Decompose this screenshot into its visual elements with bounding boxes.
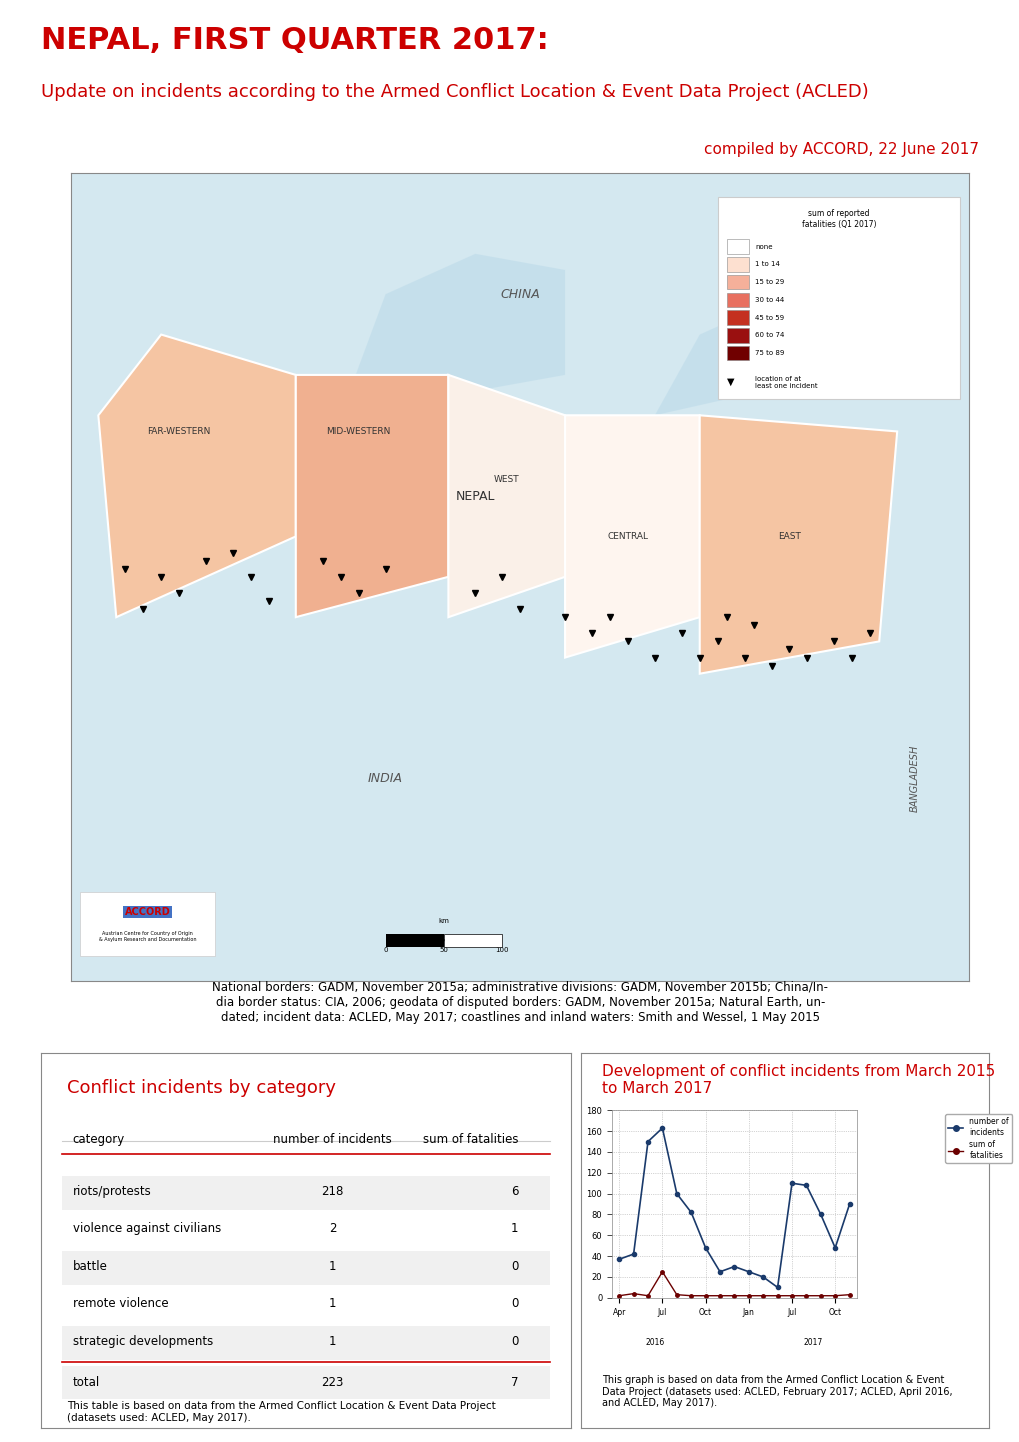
Bar [726, 329, 748, 343]
Text: km: km [438, 919, 449, 924]
Text: total: total [72, 1376, 100, 1389]
Bar [62, 1214, 549, 1247]
Text: 6: 6 [511, 1185, 518, 1198]
Legend: number of
incidents, sum of
fatalities: number of incidents, sum of fatalities [944, 1115, 1011, 1162]
Polygon shape [565, 415, 699, 658]
Text: MID-WESTERN: MID-WESTERN [326, 427, 390, 435]
Bar [81, 891, 215, 956]
Text: location of at
least one incident: location of at least one incident [755, 376, 817, 389]
Text: 2017: 2017 [803, 1338, 822, 1347]
Bar [726, 293, 748, 307]
Bar [726, 310, 748, 324]
Bar [62, 1177, 549, 1210]
Polygon shape [448, 375, 565, 617]
Text: 50: 50 [439, 947, 448, 953]
Text: sum of reported
fatalities (Q1 2017): sum of reported fatalities (Q1 2017) [801, 209, 875, 229]
Bar [62, 1252, 549, 1285]
Text: 2: 2 [328, 1223, 336, 1236]
Bar [62, 1366, 549, 1399]
Bar [443, 934, 501, 946]
Text: 223: 223 [321, 1376, 343, 1389]
Polygon shape [340, 254, 565, 415]
Text: 60 to 74: 60 to 74 [755, 332, 784, 339]
Text: WEST: WEST [493, 476, 519, 485]
Text: 30 to 44: 30 to 44 [755, 297, 784, 303]
Text: 0: 0 [511, 1298, 518, 1311]
Polygon shape [654, 294, 834, 415]
Text: Development of conflict incidents from March 2015
to March 2017: Development of conflict incidents from M… [601, 1064, 995, 1096]
Text: 100: 100 [495, 947, 508, 953]
Text: battle: battle [72, 1260, 107, 1273]
Polygon shape [296, 375, 448, 617]
Bar [62, 1289, 549, 1322]
Polygon shape [699, 415, 897, 673]
Text: compiled by ACCORD, 22 June 2017: compiled by ACCORD, 22 June 2017 [703, 141, 978, 157]
Bar [726, 257, 748, 271]
Text: 1: 1 [328, 1335, 336, 1348]
Text: category: category [72, 1133, 124, 1146]
Text: BANGLADESH: BANGLADESH [909, 746, 919, 812]
Text: none: none [755, 244, 772, 249]
Text: 15 to 29: 15 to 29 [755, 280, 784, 286]
Bar [717, 198, 959, 399]
Text: 218: 218 [321, 1185, 343, 1198]
Text: number of incidents: number of incidents [273, 1133, 391, 1146]
Text: 0: 0 [383, 947, 387, 953]
Text: violence against civilians: violence against civilians [72, 1223, 221, 1236]
Text: National borders: GADM, November 2015a; administrative divisions: GADM, November: National borders: GADM, November 2015a; … [212, 981, 827, 1024]
Text: FAR-WESTERN: FAR-WESTERN [148, 427, 211, 435]
Text: 1: 1 [511, 1223, 518, 1236]
Bar [726, 346, 748, 360]
Text: CENTRAL: CENTRAL [607, 532, 648, 541]
Text: EAST: EAST [777, 532, 800, 541]
Text: ACCORD: ACCORD [124, 907, 170, 917]
Text: 45 to 59: 45 to 59 [755, 314, 784, 320]
Text: NEPAL: NEPAL [455, 489, 494, 503]
Text: This graph is based on data from the Armed Conflict Location & Event
Data Projec: This graph is based on data from the Arm… [601, 1376, 952, 1409]
Text: sum of fatalities: sum of fatalities [422, 1133, 518, 1146]
Text: ▼: ▼ [726, 376, 734, 386]
Text: Conflict incidents by category: Conflict incidents by category [67, 1079, 336, 1097]
Text: riots/protests: riots/protests [72, 1185, 151, 1198]
Text: 75 to 89: 75 to 89 [755, 350, 784, 356]
Polygon shape [98, 335, 296, 617]
Text: NEPAL, FIRST QUARTER 2017:: NEPAL, FIRST QUARTER 2017: [41, 26, 548, 55]
Text: INDIA: INDIA [368, 771, 403, 786]
Text: 0: 0 [511, 1260, 518, 1273]
Text: 1: 1 [328, 1298, 336, 1311]
Text: 1 to 14: 1 to 14 [755, 261, 780, 267]
Bar [726, 275, 748, 290]
Text: strategic developments: strategic developments [72, 1335, 213, 1348]
Text: CHINA: CHINA [500, 287, 539, 301]
Text: This table is based on data from the Armed Conflict Location & Event Data Projec: This table is based on data from the Arm… [67, 1402, 495, 1423]
Text: 2016: 2016 [645, 1338, 664, 1347]
Text: 7: 7 [511, 1376, 518, 1389]
Bar [726, 239, 748, 254]
Text: Update on incidents according to the Armed Conflict Location & Event Data Projec: Update on incidents according to the Arm… [41, 84, 868, 101]
Text: 1: 1 [328, 1260, 336, 1273]
Bar [62, 1327, 549, 1360]
Text: remote violence: remote violence [72, 1298, 168, 1311]
Text: 0: 0 [511, 1335, 518, 1348]
Text: Austrian Centre for Country of Origin
& Asylum Research and Documentation: Austrian Centre for Country of Origin & … [99, 930, 197, 942]
Bar [385, 934, 443, 946]
